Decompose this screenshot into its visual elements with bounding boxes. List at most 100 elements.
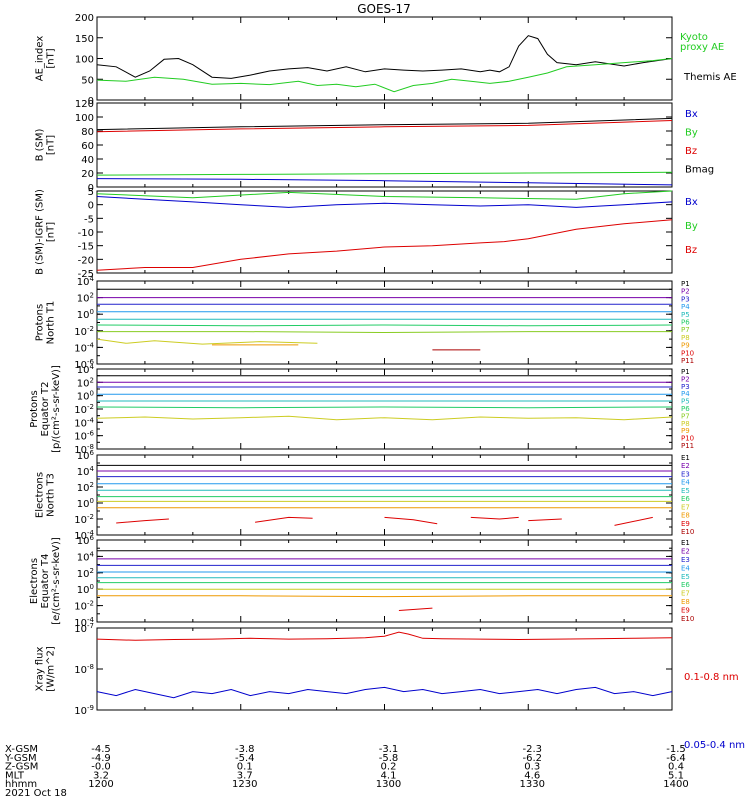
series-line-bz <box>96 219 673 271</box>
y-axis-label: Equator T2 <box>40 382 51 437</box>
y-axis-label: Xray flux <box>35 647 46 692</box>
legend-label: E9 <box>681 607 690 615</box>
series-line-e9b <box>255 516 313 523</box>
y-tick-label: 104 <box>77 550 95 563</box>
y-axis-label: Protons <box>29 390 40 427</box>
ephemeris-value: 0.3 <box>524 762 540 773</box>
legend-label: P10 <box>681 349 694 357</box>
y-axis-label: North T1 <box>46 301 57 345</box>
y-axis-label: Electrons <box>29 558 40 604</box>
legend-label: P5 <box>681 311 690 319</box>
y-tick-label: 10-2 <box>74 403 94 416</box>
legend-label: E8 <box>681 512 690 520</box>
ephemeris-date: 2021 Oct 18 <box>5 788 67 799</box>
y-axis-label: [W/m^2] <box>46 646 57 692</box>
ephemeris-value: -3.1 <box>379 744 399 755</box>
y-axis-label: Electrons <box>35 472 46 518</box>
legend-label: E3 <box>681 470 690 478</box>
ephemeris-value: 1400 <box>663 779 688 790</box>
series-line-p6 <box>96 324 673 327</box>
y-tick-label: 104 <box>77 465 95 478</box>
legend-label: E5 <box>681 487 690 495</box>
series-line-by <box>96 171 673 176</box>
y-tick-label: 10-4 <box>74 341 94 354</box>
legend-label: P2 <box>681 375 690 383</box>
series-line-e9d <box>470 516 519 520</box>
legend-label: E5 <box>681 573 690 581</box>
y-tick-label: 200 <box>75 13 94 24</box>
ephemeris-row-label: hhmm <box>5 779 37 790</box>
y-axis-label: [nT] <box>46 48 57 68</box>
series-line-p7 <box>97 331 672 334</box>
legend-label: E2 <box>681 547 690 555</box>
legend-label: E1 <box>681 539 690 547</box>
y-tick-label: 10-7 <box>74 622 94 635</box>
legend-label: E6 <box>681 581 690 589</box>
panel-frame <box>96 539 673 623</box>
y-tick-label: 100 <box>77 308 94 321</box>
y-tick-label: 0 <box>88 183 94 194</box>
y-axis-label: [e/(cm²-s-sr-keV)] <box>51 537 62 625</box>
legend-label: P11 <box>681 357 694 365</box>
legend-label: P6 <box>681 405 690 413</box>
legend-label: P9 <box>681 342 690 350</box>
series-line-by <box>96 190 673 200</box>
ephemeris-value: 5.1 <box>668 770 684 781</box>
legend-label: P4 <box>681 303 690 311</box>
y-axis-label: AE_index <box>35 36 46 82</box>
legend-label: E3 <box>681 556 690 564</box>
legend-label: P8 <box>681 420 690 428</box>
y-axis-label: [nT] <box>46 135 57 155</box>
panel-frame <box>96 280 673 365</box>
series-line-bz <box>96 120 673 133</box>
y-tick-label: 102 <box>77 376 94 389</box>
legend-label: E7 <box>681 590 690 598</box>
ephemeris-value: 1230 <box>232 779 257 790</box>
legend-label: E9 <box>681 520 690 528</box>
y-tick-label: 104 <box>77 275 95 288</box>
y-tick-label: 50 <box>81 75 94 86</box>
series-line-bmag <box>96 117 673 131</box>
y-tick-label: 40 <box>81 155 94 166</box>
ephemeris-value: 0.1 <box>237 762 253 773</box>
series-line-p7 <box>96 415 673 421</box>
legend-label: P1 <box>681 280 690 288</box>
y-axis-label: Equator T4 <box>40 554 51 609</box>
legend-label: E6 <box>681 495 690 503</box>
y-tick-label: 104 <box>77 363 95 376</box>
legend-label: E4 <box>681 564 690 572</box>
y-tick-label: 100 <box>77 497 94 510</box>
legend-label: P9 <box>681 427 690 435</box>
y-tick-label: -25 <box>78 269 94 280</box>
legend-label: Bmag <box>685 165 714 176</box>
y-axis-label: Protons <box>35 304 46 341</box>
legend-label: E10 <box>681 615 694 623</box>
y-tick-label: 106 <box>77 534 95 547</box>
legend-label: E4 <box>681 479 690 487</box>
ephemeris-value: -5.4 <box>235 753 255 764</box>
series-line-themis-ae <box>96 35 673 79</box>
y-tick-label: 102 <box>77 481 94 494</box>
y-tick-label: 100 <box>77 390 94 403</box>
y-tick-label: 10-2 <box>74 600 94 613</box>
legend-label: P10 <box>681 435 694 443</box>
ephemeris-value: -4.9 <box>91 753 111 764</box>
y-tick-label: 10-8 <box>74 663 94 676</box>
series-line-p6 <box>96 406 673 409</box>
legend-label: E8 <box>681 598 690 606</box>
y-tick-label: 100 <box>75 55 94 66</box>
ephemeris-value: 4.6 <box>524 770 540 781</box>
legend-label: P11 <box>681 442 694 450</box>
y-tick-label: 102 <box>77 292 94 305</box>
y-axis-label: North T3 <box>46 473 57 517</box>
y-tick-label: 10-9 <box>74 704 94 717</box>
y-tick-label: 102 <box>77 567 94 580</box>
y-tick-label: 0 <box>88 96 94 107</box>
legend-label: By <box>685 221 698 232</box>
legend-label: Bx <box>685 197 698 208</box>
y-axis-label: B (SM) <box>35 128 46 161</box>
ephemeris-row-label: X-GSM <box>5 744 38 755</box>
y-tick-label: 10-2 <box>74 325 94 338</box>
ephemeris-value: -2.3 <box>522 744 542 755</box>
